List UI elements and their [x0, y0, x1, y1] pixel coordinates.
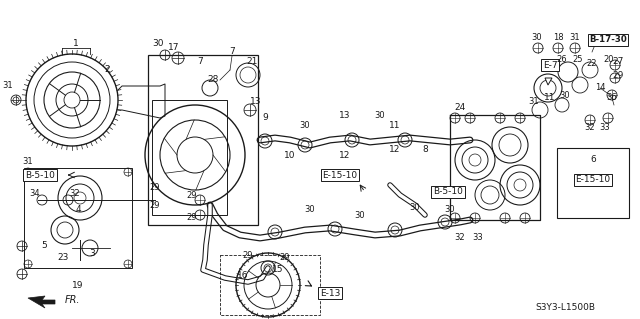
Text: 23: 23: [58, 254, 68, 263]
Text: 30: 30: [152, 40, 164, 48]
Bar: [24, 168, 132, 268]
Text: 30: 30: [445, 205, 455, 214]
Text: 31: 31: [22, 158, 33, 167]
Text: E-15-10: E-15-10: [323, 170, 358, 180]
Text: B-5-10: B-5-10: [25, 170, 55, 180]
Text: 25: 25: [573, 56, 583, 64]
Text: 13: 13: [250, 98, 262, 107]
Text: 10: 10: [284, 151, 296, 160]
Text: 27: 27: [612, 57, 624, 66]
Text: 29: 29: [243, 250, 253, 259]
Text: 3: 3: [89, 249, 95, 258]
Text: 31: 31: [570, 33, 580, 41]
Text: 30: 30: [560, 91, 570, 100]
Text: 15: 15: [272, 265, 284, 275]
Text: 29: 29: [612, 70, 624, 79]
Text: 5: 5: [41, 241, 47, 250]
Bar: [557, 148, 629, 218]
Bar: [148, 55, 258, 225]
Text: 7: 7: [229, 48, 235, 56]
Polygon shape: [545, 78, 552, 85]
Text: 33: 33: [472, 234, 483, 242]
Text: 34: 34: [29, 189, 40, 197]
Text: 31: 31: [529, 98, 540, 107]
Text: 29: 29: [280, 254, 291, 263]
Text: 24: 24: [454, 103, 466, 113]
Text: 29: 29: [187, 213, 197, 222]
Text: 32: 32: [585, 123, 595, 132]
Text: 26: 26: [557, 56, 567, 64]
Text: 31: 31: [3, 81, 13, 91]
Text: 18: 18: [553, 33, 563, 42]
Text: E-15-10: E-15-10: [575, 175, 611, 184]
Text: 12: 12: [389, 145, 401, 154]
Text: 11: 11: [544, 93, 556, 102]
Text: 9: 9: [262, 114, 268, 122]
Text: 22: 22: [587, 60, 597, 69]
Text: 4: 4: [75, 205, 81, 214]
Text: 32: 32: [70, 189, 80, 197]
Text: 30: 30: [300, 121, 310, 130]
Text: 14: 14: [595, 84, 605, 93]
Text: 21: 21: [246, 57, 258, 66]
Text: 8: 8: [422, 145, 428, 154]
Text: 29: 29: [187, 190, 197, 199]
Text: 30: 30: [532, 33, 542, 42]
Text: 28: 28: [207, 76, 219, 85]
Text: S3Y3-L1500B: S3Y3-L1500B: [535, 303, 595, 313]
Text: E-7: E-7: [543, 61, 557, 70]
Text: 29: 29: [150, 201, 160, 210]
Text: 30: 30: [374, 110, 385, 120]
Text: 12: 12: [339, 151, 351, 160]
Bar: [152, 100, 227, 215]
Text: 36: 36: [607, 93, 618, 102]
Text: 13: 13: [339, 110, 351, 120]
Polygon shape: [28, 296, 55, 308]
Text: 1: 1: [73, 40, 79, 48]
Text: 32: 32: [454, 234, 465, 242]
Text: 17: 17: [168, 43, 180, 53]
Text: 30: 30: [355, 211, 365, 219]
Text: 29: 29: [150, 183, 160, 192]
Text: 7: 7: [197, 57, 203, 66]
Text: 30: 30: [305, 205, 316, 214]
Text: B-5-10: B-5-10: [433, 188, 463, 197]
Text: 2: 2: [104, 65, 110, 75]
Bar: [220, 255, 320, 315]
Text: 19: 19: [72, 281, 84, 291]
Text: 11: 11: [389, 121, 401, 130]
Text: 33: 33: [600, 123, 611, 132]
Text: 6: 6: [590, 155, 596, 165]
Text: 20: 20: [604, 56, 614, 64]
Text: FR.: FR.: [65, 295, 81, 305]
Text: 16: 16: [237, 271, 249, 279]
Text: B-17-30: B-17-30: [589, 35, 627, 44]
Text: 30: 30: [410, 204, 420, 212]
Text: E-13: E-13: [320, 288, 340, 298]
